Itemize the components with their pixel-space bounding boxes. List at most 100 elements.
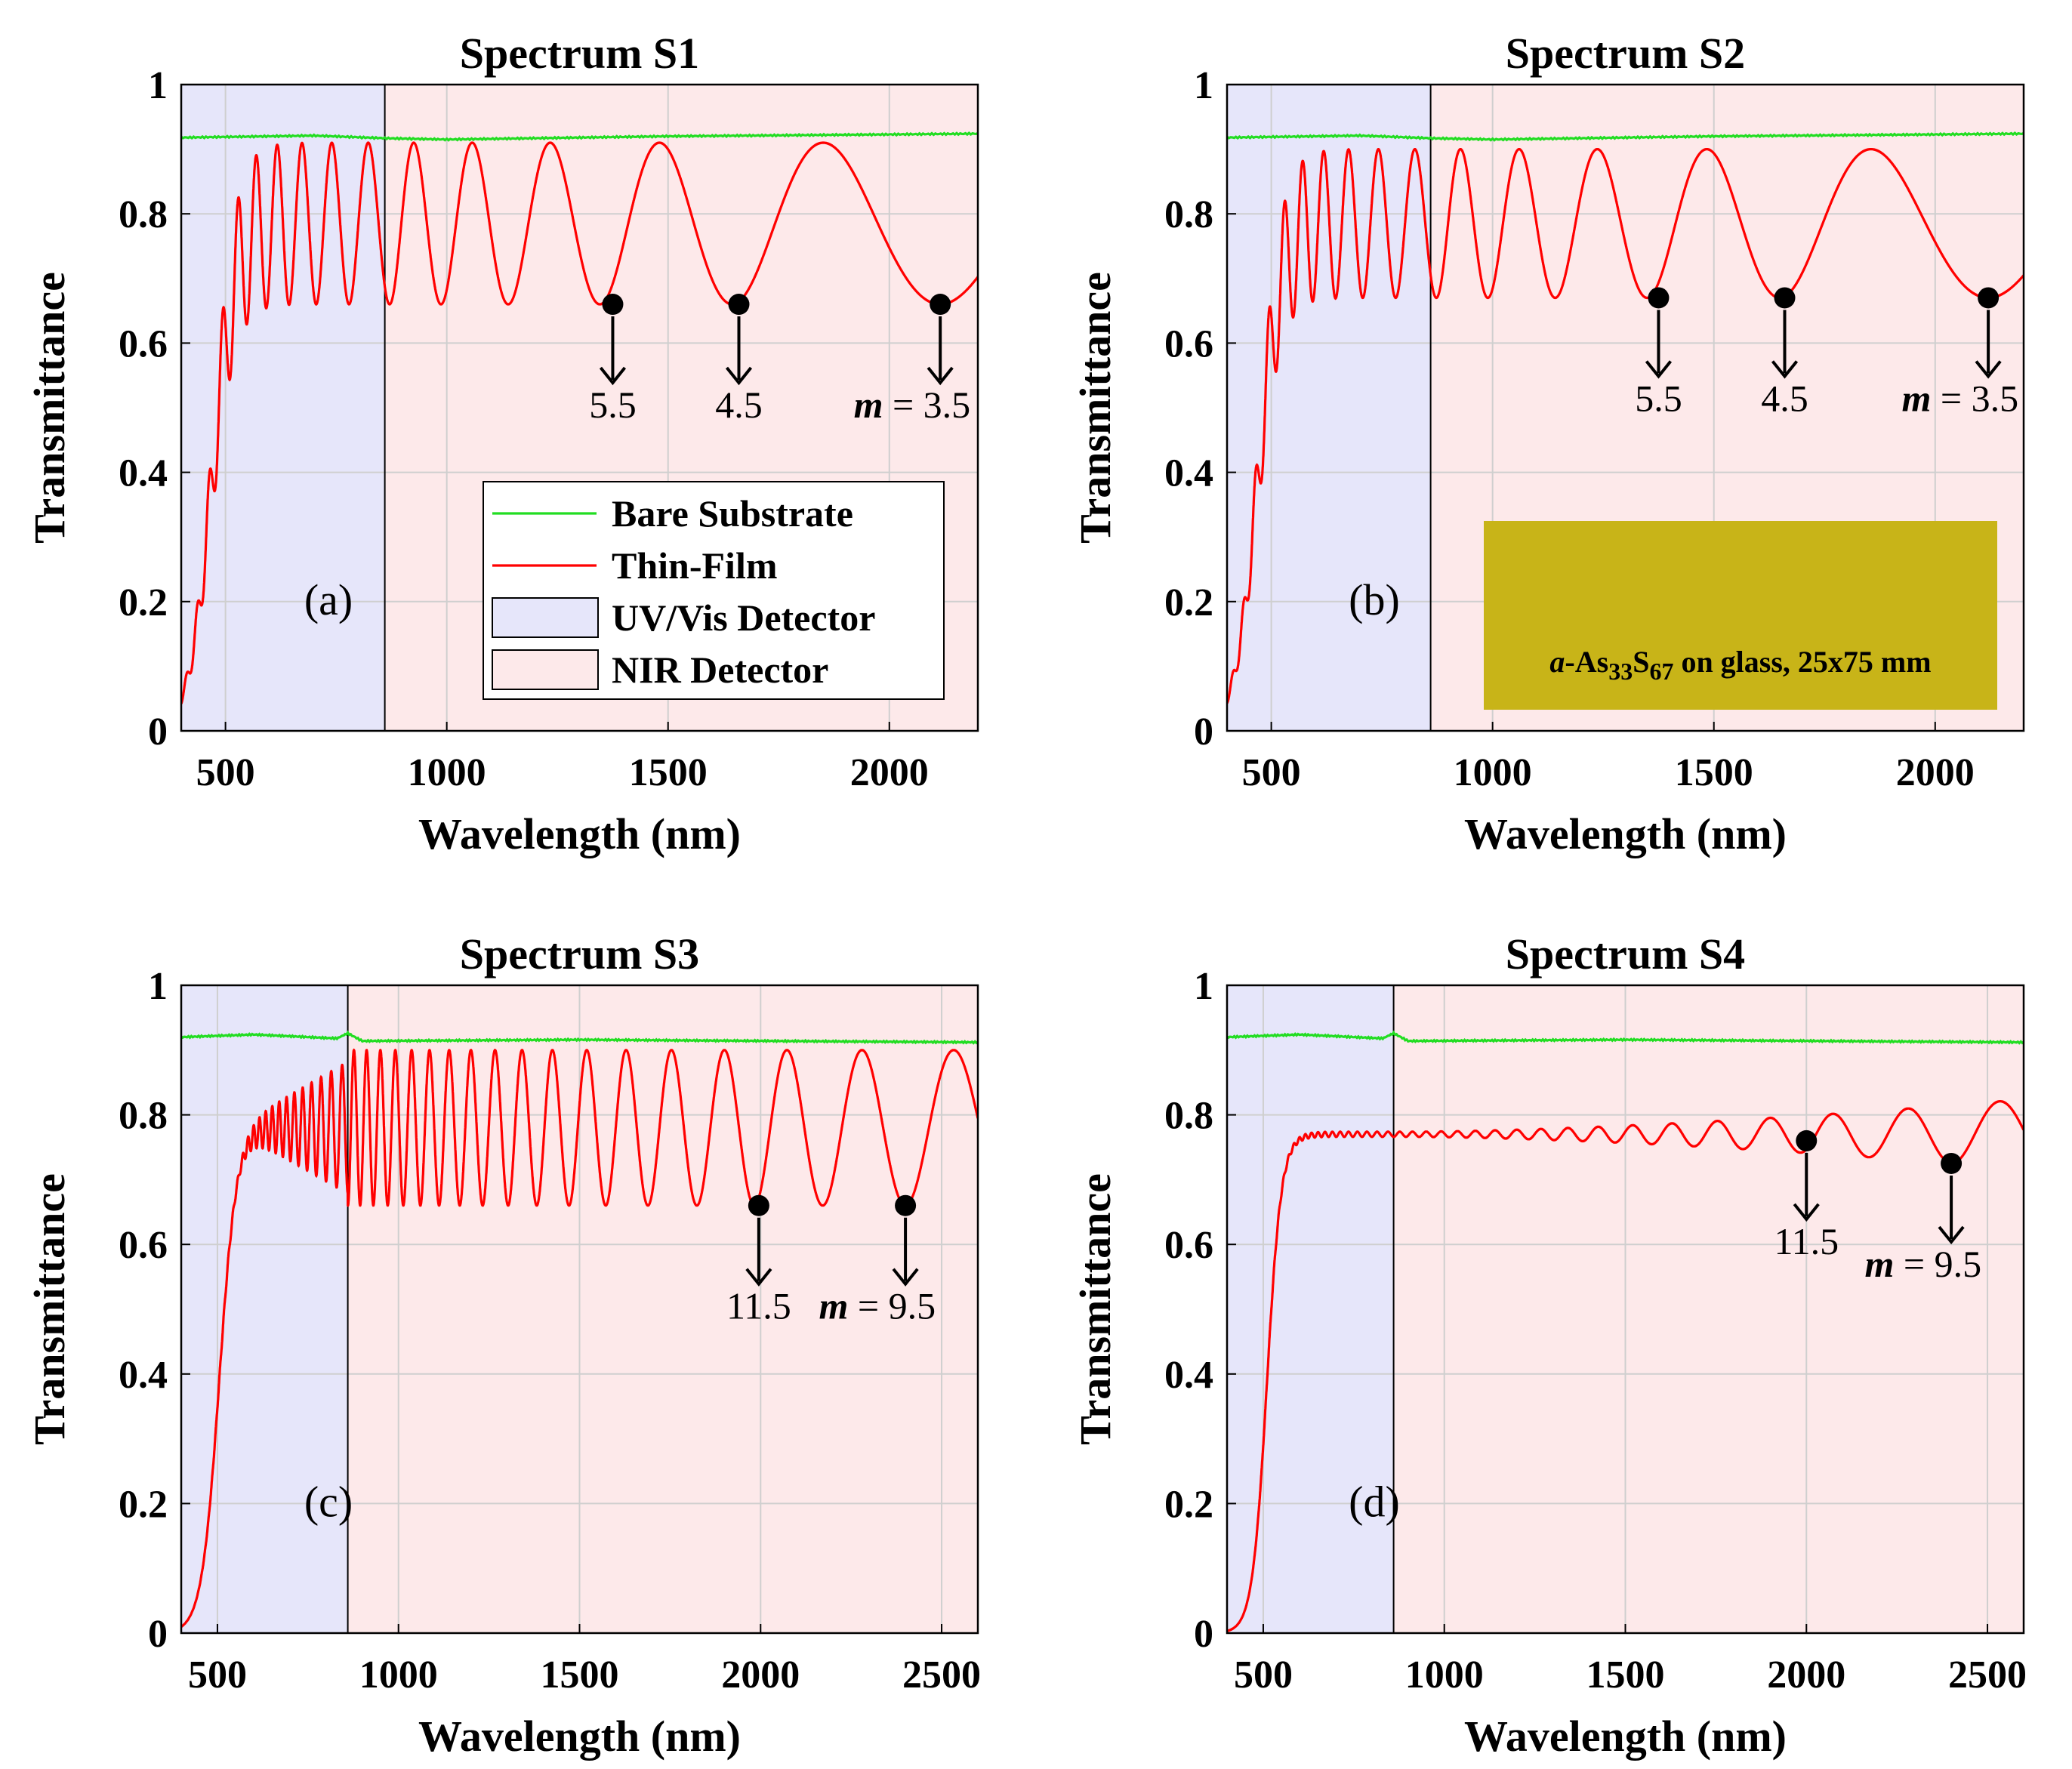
y-tick-label: 0.6 xyxy=(119,1224,168,1267)
minimum-marker xyxy=(1796,1130,1818,1151)
order-label: 4.5 xyxy=(1761,377,1808,419)
order-label: 4.5 xyxy=(715,384,763,426)
legend-entry: NIR Detector xyxy=(612,649,828,691)
uvvis-region xyxy=(181,85,385,731)
y-tick-label: 0.8 xyxy=(119,1095,168,1138)
series-thin-film xyxy=(181,1048,978,1629)
y-tick-label: 0 xyxy=(148,710,168,754)
minimum-marker xyxy=(895,1194,917,1216)
minimum-marker xyxy=(728,294,750,316)
y-tick-label: 1 xyxy=(148,64,168,107)
minimum-marker xyxy=(748,1194,769,1216)
panel-label: (d) xyxy=(1349,1478,1400,1527)
order-label: m = 3.5 xyxy=(854,384,971,426)
chart-title: Spectrum S3 xyxy=(460,929,699,978)
x-tick-label: 2000 xyxy=(1896,751,1975,794)
series-bare-substrate xyxy=(181,131,978,142)
x-tick-label: 1500 xyxy=(1586,1653,1665,1697)
y-axis-label: Transmittance xyxy=(25,1173,74,1445)
y-tick-label: 0.4 xyxy=(1164,452,1213,495)
order-label: 5.5 xyxy=(589,384,637,426)
panel-label: (c) xyxy=(304,1478,353,1527)
x-tick-label: 1500 xyxy=(1675,751,1753,794)
order-label: m = 3.5 xyxy=(1902,377,2019,419)
chart-panel-2: 500 1000 1500 2000 0 0.2 0.4 0.6 0.8 1 Spectrum S2… xyxy=(1071,29,2025,858)
minimum-marker xyxy=(602,294,624,316)
series-bare-substrate xyxy=(1227,1030,2024,1045)
chart-title: Spectrum S2 xyxy=(1506,29,1745,78)
x-tick-label: 1500 xyxy=(629,751,708,794)
y-tick-label: 0.6 xyxy=(1164,1224,1213,1267)
x-tick-label: 1000 xyxy=(408,751,486,794)
order-label: 5.5 xyxy=(1635,377,1682,419)
x-axis-label: Wavelength (nm) xyxy=(418,1712,741,1761)
x-tick-label: 2000 xyxy=(1767,1653,1845,1697)
x-axis-label: Wavelength (nm) xyxy=(1464,1712,1787,1761)
x-tick-label: 1000 xyxy=(1405,1653,1484,1697)
y-tick-label: 0 xyxy=(1194,710,1213,754)
chart-panel-3: 500 1000 1500 2000 2500 0 0.2 0.4 0.6 0.8 1 Spectru… xyxy=(25,929,981,1761)
sample-photo-caption: a-As33S67 on glass, 25x75 mm xyxy=(1549,645,1931,685)
y-tick-label: 0 xyxy=(148,1613,168,1656)
series-bare-substrate xyxy=(181,1030,978,1045)
x-axis-label: Wavelength (nm) xyxy=(1464,809,1787,858)
chart-panel-1: 500 1000 1500 2000 0 0.2 0.4 0.6 0.8 1 Spectrum S1… xyxy=(25,29,979,858)
series-thin-film xyxy=(1227,1100,2024,1632)
y-tick-label: 0.2 xyxy=(119,1483,168,1526)
minimum-arrowhead xyxy=(1938,1225,1965,1245)
minimum-arrowhead xyxy=(892,1268,919,1287)
sample-photo-image xyxy=(1484,521,1997,710)
x-tick-label: 1000 xyxy=(359,1653,438,1697)
minimum-marker xyxy=(930,294,951,316)
minimum-arrowhead xyxy=(1771,360,1799,379)
legend-entry: Bare Substrate xyxy=(612,492,853,535)
y-tick-label: 0.2 xyxy=(119,581,168,624)
y-tick-label: 0 xyxy=(1194,1613,1213,1656)
y-axis-label: Transmittance xyxy=(1071,272,1120,544)
sample-photo: a-As33S67 on glass, 25x75 mm xyxy=(1484,521,1997,710)
y-tick-label: 0.2 xyxy=(1164,581,1213,624)
series-bare-substrate xyxy=(1227,131,2024,142)
chart-title: Spectrum S4 xyxy=(1506,929,1745,978)
y-axis-label: Transmittance xyxy=(25,272,74,544)
x-axis-label: Wavelength (nm) xyxy=(418,809,741,858)
y-tick-label: 1 xyxy=(1194,965,1213,1008)
minimum-arrowhead xyxy=(1975,360,2002,379)
nir-region xyxy=(1393,985,2024,1633)
order-label: 11.5 xyxy=(726,1285,791,1327)
legend-entry: Thin-Film xyxy=(612,544,777,587)
y-tick-label: 1 xyxy=(148,965,168,1008)
uvvis-region xyxy=(1227,85,1431,731)
x-tick-label: 2500 xyxy=(902,1653,981,1697)
x-tick-label: 1500 xyxy=(541,1653,619,1697)
y-tick-label: 1 xyxy=(1194,64,1213,107)
minimum-marker xyxy=(1648,287,1670,309)
y-tick-label: 0.6 xyxy=(1164,322,1213,365)
minimum-marker xyxy=(1941,1152,1963,1174)
x-tick-label: 500 xyxy=(188,1653,247,1697)
order-label: m = 9.5 xyxy=(1864,1243,1981,1285)
minimum-arrowhead xyxy=(599,366,627,386)
chart-panel-4: 500 1000 1500 2000 2500 0 0.2 0.4 0.6 0.8 1 Spectru… xyxy=(1071,929,2027,1761)
legend-swatch xyxy=(492,649,599,690)
y-axis-label: Transmittance xyxy=(1071,1173,1120,1445)
legend-swatch xyxy=(492,597,599,638)
minimum-marker xyxy=(1978,287,2000,309)
x-tick-label: 1000 xyxy=(1454,751,1532,794)
x-tick-label: 2000 xyxy=(721,1653,800,1697)
legend-entry: UV/Vis Detector xyxy=(612,596,875,639)
y-tick-label: 0.8 xyxy=(1164,193,1213,236)
chart-title: Spectrum S1 xyxy=(460,29,699,78)
x-tick-label: 500 xyxy=(1242,751,1301,794)
y-tick-label: 0.4 xyxy=(119,452,168,495)
y-tick-label: 0.2 xyxy=(1164,1483,1213,1526)
plot-frame xyxy=(180,83,979,732)
y-tick-label: 0.4 xyxy=(1164,1354,1213,1397)
series-thin-film xyxy=(181,141,978,704)
legend: Bare Substrate Thin-Film UV/Vis Detector NI… xyxy=(483,481,945,700)
y-tick-label: 0.6 xyxy=(119,322,168,365)
order-label: 11.5 xyxy=(1774,1220,1839,1262)
y-tick-label: 0.8 xyxy=(1164,1095,1213,1138)
order-label: m = 9.5 xyxy=(819,1285,936,1327)
x-tick-label: 2500 xyxy=(1948,1653,2027,1697)
